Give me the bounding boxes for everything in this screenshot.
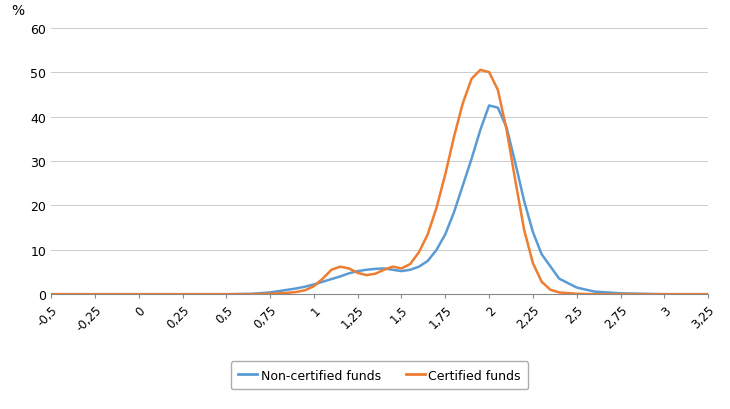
Certified funds: [520, 228, 529, 233]
Non-certified funds: [423, 259, 432, 264]
Non-certified funds: [47, 292, 55, 297]
Certified funds: [380, 267, 388, 272]
Certified funds: [406, 262, 415, 267]
Certified funds: [423, 232, 432, 237]
Non-certified funds: [450, 210, 458, 215]
Certified funds: [458, 101, 467, 106]
Non-certified funds: [318, 280, 327, 285]
Certified funds: [327, 267, 336, 272]
Certified funds: [292, 290, 301, 295]
Non-certified funds: [616, 291, 625, 296]
Non-certified funds: [345, 271, 353, 276]
Non-certified funds: [266, 290, 274, 295]
Non-certified funds: [380, 266, 388, 271]
Certified funds: [301, 288, 310, 293]
Line: Certified funds: Certified funds: [51, 71, 708, 294]
Non-certified funds: [555, 276, 564, 281]
Certified funds: [318, 276, 327, 281]
Non-certified funds: [467, 157, 476, 162]
Non-certified funds: [704, 292, 712, 297]
Certified funds: [336, 265, 345, 270]
Non-certified funds: [476, 128, 485, 133]
Non-certified funds: [388, 267, 397, 272]
Certified funds: [388, 265, 397, 270]
Non-certified funds: [432, 248, 441, 253]
Certified funds: [660, 292, 669, 297]
Certified funds: [572, 292, 581, 297]
Non-certified funds: [178, 292, 187, 297]
Certified funds: [91, 292, 99, 297]
Certified funds: [266, 292, 274, 297]
Certified funds: [704, 292, 712, 297]
Non-certified funds: [415, 265, 423, 270]
Non-certified funds: [283, 288, 292, 292]
Non-certified funds: [511, 161, 520, 166]
Line: Non-certified funds: Non-certified funds: [51, 106, 708, 294]
Certified funds: [555, 290, 564, 295]
Non-certified funds: [572, 285, 581, 290]
Certified funds: [450, 135, 458, 139]
Non-certified funds: [222, 292, 231, 297]
Text: %: %: [12, 4, 25, 18]
Non-certified funds: [274, 289, 283, 294]
Certified funds: [274, 291, 283, 296]
Certified funds: [537, 280, 546, 285]
Certified funds: [432, 206, 441, 211]
Non-certified funds: [660, 292, 669, 297]
Certified funds: [397, 266, 406, 271]
Non-certified funds: [502, 126, 511, 131]
Certified funds: [222, 292, 231, 297]
Non-certified funds: [91, 292, 99, 297]
Certified funds: [415, 250, 423, 255]
Non-certified funds: [397, 269, 406, 274]
Certified funds: [353, 271, 362, 276]
Non-certified funds: [590, 290, 599, 294]
Non-certified funds: [327, 277, 336, 282]
Non-certified funds: [406, 267, 415, 272]
Non-certified funds: [485, 104, 493, 109]
Certified funds: [310, 284, 318, 289]
Certified funds: [616, 292, 625, 297]
Non-certified funds: [301, 285, 310, 290]
Certified funds: [485, 70, 493, 75]
Certified funds: [47, 292, 55, 297]
Certified funds: [134, 292, 143, 297]
Non-certified funds: [336, 274, 345, 279]
Non-certified funds: [371, 267, 380, 272]
Non-certified funds: [458, 184, 467, 189]
Non-certified funds: [441, 232, 450, 237]
Non-certified funds: [134, 292, 143, 297]
Certified funds: [467, 77, 476, 82]
Certified funds: [248, 292, 257, 297]
Certified funds: [178, 292, 187, 297]
Certified funds: [590, 292, 599, 297]
Non-certified funds: [310, 282, 318, 287]
Certified funds: [511, 179, 520, 184]
Non-certified funds: [529, 230, 537, 235]
Certified funds: [493, 88, 502, 93]
Non-certified funds: [520, 199, 529, 204]
Non-certified funds: [292, 286, 301, 291]
Certified funds: [362, 273, 371, 278]
Certified funds: [283, 291, 292, 296]
Certified funds: [371, 272, 380, 276]
Non-certified funds: [248, 292, 257, 297]
Certified funds: [502, 128, 511, 133]
Non-certified funds: [537, 252, 546, 257]
Non-certified funds: [362, 267, 371, 272]
Certified funds: [476, 68, 485, 73]
Certified funds: [529, 261, 537, 266]
Certified funds: [546, 288, 555, 292]
Legend: Non-certified funds, Certified funds: Non-certified funds, Certified funds: [231, 361, 529, 389]
Non-certified funds: [353, 269, 362, 274]
Certified funds: [345, 266, 353, 271]
Non-certified funds: [493, 106, 502, 111]
Certified funds: [441, 173, 450, 178]
